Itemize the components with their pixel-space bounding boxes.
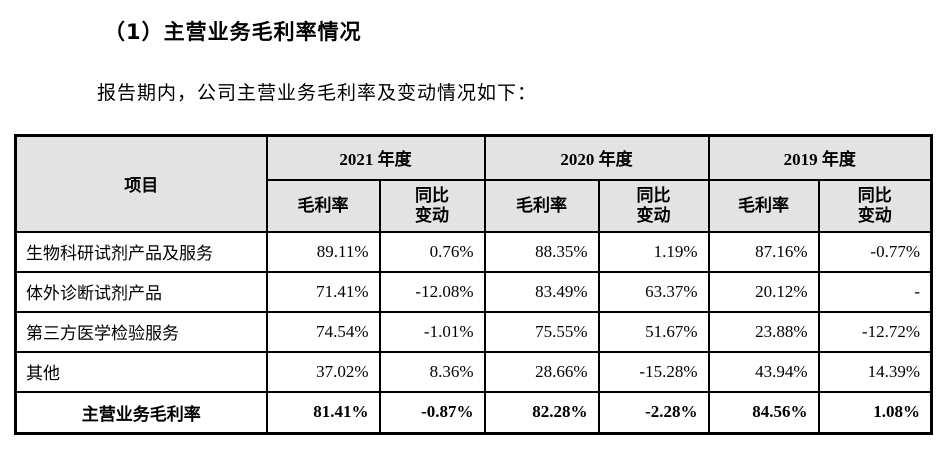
value-cell: 20.12% bbox=[707, 270, 820, 313]
total-value-cell: 81.41% bbox=[265, 390, 381, 435]
total-value-cell: 1.08% bbox=[817, 390, 933, 435]
table-row: 其他 37.02% 8.36% 28.66% -15.28% 43.94% 14… bbox=[14, 350, 933, 393]
value-cell: -0.77% bbox=[817, 230, 933, 273]
intro-paragraph: 报告期内，公司主营业务毛利率及变动情况如下： bbox=[97, 83, 538, 104]
value-cell: 63.37% bbox=[597, 270, 710, 313]
value-cell: 89.11% bbox=[265, 230, 381, 273]
header-row-years: 项目 2021 年度 2020 年度 2019 年度 bbox=[14, 134, 933, 233]
value-cell: 23.88% bbox=[707, 310, 820, 353]
gross-margin-table: 项目 2021 年度 2020 年度 2019 年度 毛利率 同比 变动 毛利率… bbox=[14, 134, 933, 435]
header-margin-2019-cell: 毛利率 bbox=[707, 178, 820, 233]
value-cell: 75.55% bbox=[483, 310, 600, 353]
section-heading: （1）主营业务毛利率情况 bbox=[104, 20, 362, 44]
item-label-cell: 其他 bbox=[14, 350, 268, 393]
header-margin-2021-cell: 毛利率 bbox=[265, 178, 381, 233]
table-row: 第三方医学检验服务 74.54% -1.01% 75.55% 51.67% 23… bbox=[14, 310, 933, 353]
value-cell: -1.01% bbox=[378, 310, 486, 353]
value-cell: -12.72% bbox=[817, 310, 933, 353]
header-item-cell: 项目 bbox=[14, 134, 268, 233]
total-value-cell: 84.56% bbox=[707, 390, 820, 435]
value-cell: 37.02% bbox=[265, 350, 381, 393]
item-label-cell: 生物科研试剂产品及服务 bbox=[14, 230, 268, 273]
item-label-cell: 体外诊断试剂产品 bbox=[14, 270, 268, 313]
value-cell: 8.36% bbox=[378, 350, 486, 393]
total-label-cell: 主营业务毛利率 bbox=[14, 390, 268, 435]
header-yoy-2020-cell: 同比 变动 bbox=[597, 178, 710, 233]
header-year-2020-cell: 2020 年度 bbox=[483, 134, 710, 181]
table-row: 生物科研试剂产品及服务 89.11% 0.76% 88.35% 1.19% 87… bbox=[14, 230, 933, 273]
table-row: 体外诊断试剂产品 71.41% -12.08% 83.49% 63.37% 20… bbox=[14, 270, 933, 313]
value-cell: 51.67% bbox=[597, 310, 710, 353]
total-value-cell: 82.28% bbox=[483, 390, 600, 435]
total-value-cell: -2.28% bbox=[597, 390, 710, 435]
header-yoy-2021-cell: 同比 变动 bbox=[378, 178, 486, 233]
value-cell: -12.08% bbox=[378, 270, 486, 313]
value-cell: 83.49% bbox=[483, 270, 600, 313]
value-cell: 87.16% bbox=[707, 230, 820, 273]
header-year-2019-cell: 2019 年度 bbox=[707, 134, 933, 181]
total-row: 主营业务毛利率 81.41% -0.87% 82.28% -2.28% 84.5… bbox=[14, 390, 933, 435]
value-cell: 71.41% bbox=[265, 270, 381, 313]
value-cell: - bbox=[817, 270, 933, 313]
value-cell: -15.28% bbox=[597, 350, 710, 393]
header-year-2021-cell: 2021 年度 bbox=[265, 134, 486, 181]
total-value-cell: -0.87% bbox=[378, 390, 486, 435]
value-cell: 88.35% bbox=[483, 230, 600, 273]
value-cell: 1.19% bbox=[597, 230, 710, 273]
value-cell: 43.94% bbox=[707, 350, 820, 393]
value-cell: 74.54% bbox=[265, 310, 381, 353]
value-cell: 0.76% bbox=[378, 230, 486, 273]
value-cell: 14.39% bbox=[817, 350, 933, 393]
header-row-subcolumns: 毛利率 同比 变动 毛利率 同比 变动 毛利率 同比 变动 bbox=[16, 178, 933, 233]
value-cell: 28.66% bbox=[483, 350, 600, 393]
item-label-cell: 第三方医学检验服务 bbox=[14, 310, 268, 353]
header-yoy-2019-cell: 同比 变动 bbox=[817, 178, 933, 233]
header-margin-2020-cell: 毛利率 bbox=[483, 178, 600, 233]
